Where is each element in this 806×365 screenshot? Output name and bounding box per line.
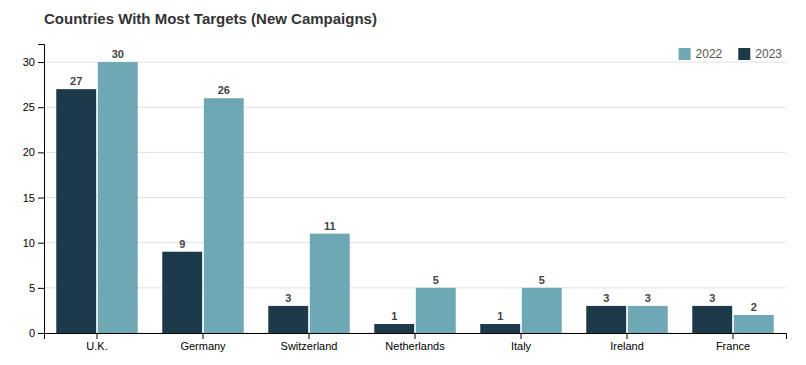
bar xyxy=(692,306,732,333)
bar xyxy=(204,98,244,333)
bar xyxy=(162,252,202,333)
y-tick-mark xyxy=(38,152,44,153)
plot: 051015202530U.K.GermanySwitzerlandNether… xyxy=(23,45,787,352)
x-tick-mark xyxy=(203,333,204,339)
grid-line xyxy=(44,287,786,288)
y-tick-mark xyxy=(38,62,44,63)
data-label: 9 xyxy=(179,238,185,250)
data-label: 5 xyxy=(433,274,439,286)
bars xyxy=(56,62,773,333)
data-label: 2 xyxy=(751,301,757,313)
data-label: 1 xyxy=(497,310,503,322)
y-tick: 30 xyxy=(23,56,44,68)
y-tick: 20 xyxy=(23,146,44,158)
y-axis-line xyxy=(38,45,45,334)
data-label: 3 xyxy=(645,292,651,304)
x-tick-label: Italy xyxy=(511,340,532,352)
x-tick: Ireland xyxy=(610,333,644,352)
grid-line xyxy=(44,197,786,198)
y-tick-mark xyxy=(38,288,44,289)
chart: Countries With Most Targets (New Campaig… xyxy=(0,0,806,365)
chart-container: Countries With Most Targets (New Campaig… xyxy=(0,0,806,365)
y-tick-label: 10 xyxy=(23,237,35,249)
grid-line xyxy=(44,152,786,153)
x-tick-label: Germany xyxy=(180,340,226,352)
grid-line xyxy=(44,62,786,63)
legend-swatch xyxy=(738,48,750,60)
x-tick-label: U.K. xyxy=(86,340,107,352)
data-label: 11 xyxy=(324,220,336,232)
x-tick: Switzerland xyxy=(281,333,338,352)
y-tick-label: 30 xyxy=(23,56,35,68)
bar xyxy=(734,315,774,333)
bar xyxy=(586,306,626,333)
data-label: 26 xyxy=(218,84,230,96)
bar xyxy=(628,306,668,333)
y-tick-label: 15 xyxy=(23,192,35,204)
bar xyxy=(268,306,308,333)
x-tick: Netherlands xyxy=(385,333,445,352)
data-label: 3 xyxy=(285,292,291,304)
grid-line xyxy=(44,242,786,243)
legend-item: 2023 xyxy=(738,47,782,61)
y-tick-label: 25 xyxy=(23,101,35,113)
grid-line xyxy=(44,107,786,108)
y-tick-label: 5 xyxy=(29,282,35,294)
data-label: 1 xyxy=(391,310,397,322)
data-label: 3 xyxy=(709,292,715,304)
data-label: 30 xyxy=(112,48,124,60)
bar xyxy=(98,62,138,333)
y-tick: 5 xyxy=(29,282,44,294)
bar xyxy=(56,89,96,333)
y-tick: 0 xyxy=(29,327,44,339)
y-tick: 15 xyxy=(23,192,44,204)
x-tick-mark xyxy=(627,333,628,339)
data-label: 5 xyxy=(539,274,545,286)
grid xyxy=(44,62,786,333)
y-axis: 0 5 10 15 20 25 30 xyxy=(23,45,45,340)
bar xyxy=(416,288,456,333)
bar xyxy=(480,324,520,333)
bar xyxy=(374,324,414,333)
x-axis: U.K. Germany Switzerland Netherlands Italy Ir… xyxy=(45,333,787,352)
y-tick-mark xyxy=(38,107,44,108)
data-label: 27 xyxy=(70,75,82,87)
x-tick: France xyxy=(716,333,750,352)
title: Countries With Most Targets (New Campaig… xyxy=(44,10,377,27)
y-tick-mark xyxy=(38,198,44,199)
data-label: 3 xyxy=(603,292,609,304)
y-tick-label: 20 xyxy=(23,146,35,158)
x-tick-mark xyxy=(309,333,310,339)
x-tick-mark xyxy=(521,333,522,339)
x-tick-mark xyxy=(97,333,98,339)
y-tick: 25 xyxy=(23,101,44,113)
legend: 2022 2023 xyxy=(679,47,783,61)
y-tick-label: 0 xyxy=(29,327,35,339)
x-tick-label: Netherlands xyxy=(385,340,445,352)
x-tick: U.K. xyxy=(86,333,107,352)
x-tick-mark xyxy=(415,333,416,339)
x-tick-label: Ireland xyxy=(610,340,644,352)
x-tick: Germany xyxy=(180,333,226,352)
bar xyxy=(310,234,350,333)
x-tick-mark xyxy=(733,333,734,339)
x-tick: Italy xyxy=(511,333,532,352)
legend-item: 2022 xyxy=(679,47,723,61)
data-labels: 279311333026115532 xyxy=(70,48,757,322)
x-axis-line xyxy=(45,334,787,340)
y-tick-mark xyxy=(38,333,44,334)
legend-label: 2022 xyxy=(696,47,723,61)
y-tick-mark xyxy=(38,243,44,244)
x-tick-label: France xyxy=(716,340,750,352)
y-tick: 10 xyxy=(23,237,44,249)
x-tick-label: Switzerland xyxy=(281,340,338,352)
legend-swatch xyxy=(679,48,691,60)
bar xyxy=(522,288,562,333)
legend-label: 2023 xyxy=(755,47,782,61)
